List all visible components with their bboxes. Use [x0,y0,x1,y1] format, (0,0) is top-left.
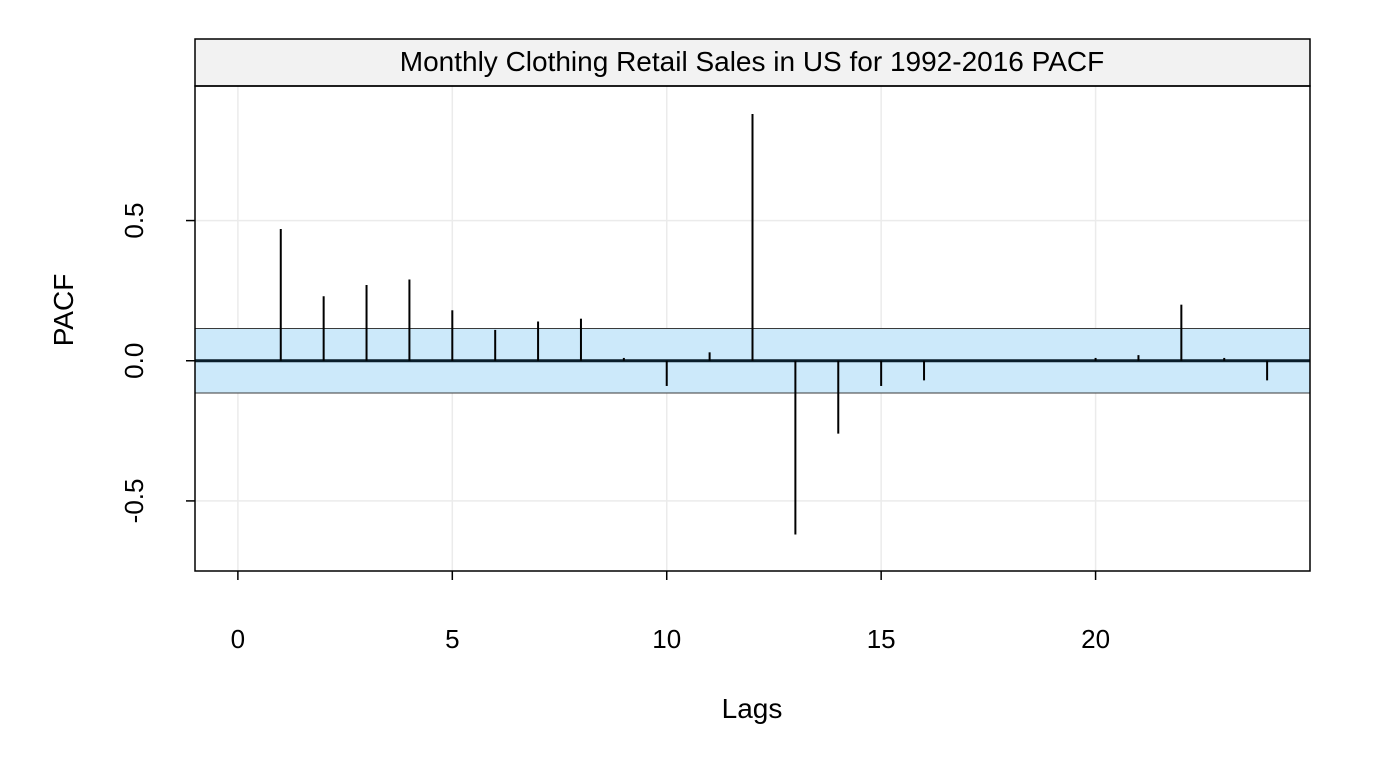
y-tick-label: 0.0 [119,343,149,379]
x-axis-label: Lags [722,693,783,724]
x-tick-label: 5 [445,624,459,654]
pacf-bars [195,114,1310,535]
chart-title: Monthly Clothing Retail Sales in US for … [400,46,1105,77]
x-tick-label: 10 [652,624,681,654]
x-tick-label: 15 [867,624,896,654]
y-tick-label: -0.5 [119,479,149,524]
plot-border [194,85,1311,572]
title-strip [194,38,1311,87]
plot-frame [194,38,1311,572]
axes: 0 5 10 15 20 -0.5 0.0 0.5 [119,202,1110,654]
y-axis-label: PACF [48,274,79,347]
y-tick-label: 0.5 [119,202,149,238]
x-tick-label: 20 [1081,624,1110,654]
x-tick-label: 0 [231,624,245,654]
